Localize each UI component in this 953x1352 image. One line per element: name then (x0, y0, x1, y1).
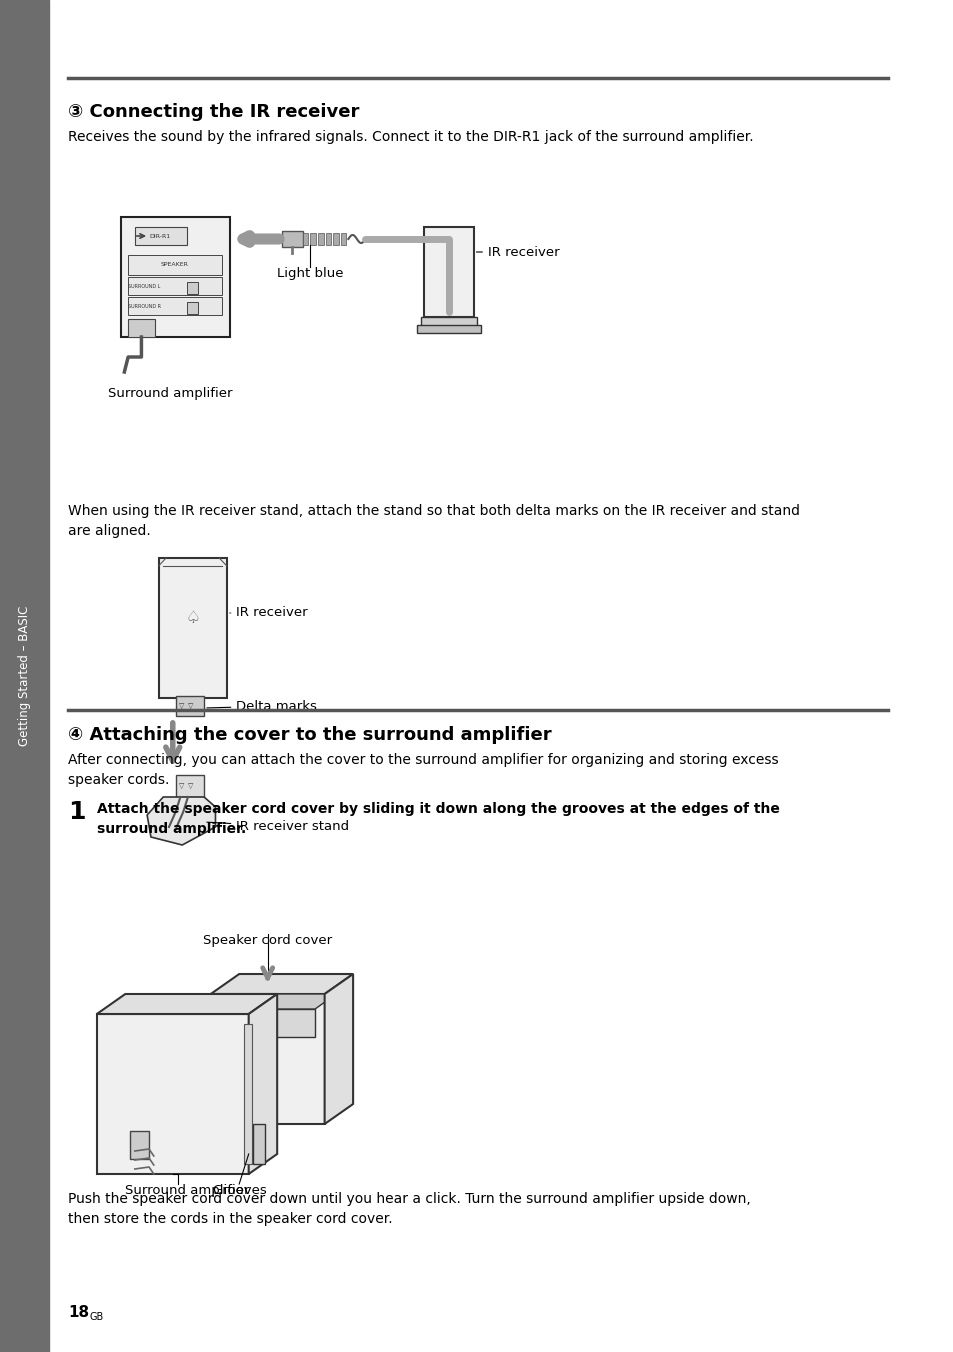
Text: SURROUND R: SURROUND R (128, 303, 161, 308)
Text: GB: GB (90, 1313, 103, 1322)
Bar (211, 994, 324, 1124)
Bar (175, 696, 204, 717)
Text: IR receiver stand: IR receiver stand (207, 821, 349, 833)
Text: Delta marks: Delta marks (207, 699, 317, 713)
Text: After connecting, you can attach the cover to the surround amplifier for organiz: After connecting, you can attach the cov… (69, 753, 779, 787)
Text: When using the IR receiver stand, attach the stand so that both delta marks on t: When using the IR receiver stand, attach… (69, 504, 800, 538)
Text: DIR-R1: DIR-R1 (150, 234, 171, 239)
Text: IR receiver: IR receiver (476, 246, 558, 258)
Bar (96, 1014, 249, 1174)
Text: Push the speaker cord cover down until you hear a click. Turn the surround ampli: Push the speaker cord cover down until y… (69, 1192, 750, 1226)
Bar (253, 1124, 265, 1164)
Text: Receives the sound by the infrared signals. Connect it to the DIR-R1 jack of the: Receives the sound by the infrared signa… (69, 130, 753, 143)
Bar (325, 233, 331, 245)
Bar (175, 775, 204, 796)
Bar (317, 233, 323, 245)
Text: Speaker cord cover: Speaker cord cover (203, 934, 332, 946)
Bar (130, 1132, 149, 1159)
Bar (128, 297, 222, 315)
Text: ▽: ▽ (178, 703, 184, 708)
Bar (333, 233, 338, 245)
Text: ♤: ♤ (185, 608, 200, 627)
Polygon shape (324, 973, 353, 1124)
Polygon shape (147, 796, 215, 845)
Bar (187, 301, 198, 314)
Text: SPEAKER: SPEAKER (160, 262, 189, 268)
Bar (282, 231, 302, 247)
Text: Surround amplifier: Surround amplifier (108, 387, 232, 400)
Bar (340, 233, 346, 245)
Bar (0, 0, 50, 1352)
Text: ▽: ▽ (188, 703, 193, 708)
Text: Surround amplifier: Surround amplifier (125, 1184, 250, 1197)
Bar (128, 256, 222, 274)
Text: ▽: ▽ (188, 783, 193, 790)
Bar (134, 227, 187, 245)
Bar (424, 227, 473, 316)
Polygon shape (249, 994, 277, 1174)
Polygon shape (211, 973, 353, 994)
Text: 18: 18 (69, 1305, 90, 1320)
Text: IR receiver: IR receiver (230, 607, 308, 619)
Bar (220, 1009, 314, 1037)
Text: Getting Started – BASIC: Getting Started – BASIC (18, 606, 31, 746)
Text: Grooves: Grooves (212, 1184, 266, 1197)
Bar (416, 324, 480, 333)
Text: ④ Attaching the cover to the surround amplifier: ④ Attaching the cover to the surround am… (69, 726, 552, 744)
Bar (244, 1023, 252, 1164)
Text: ③ Connecting the IR receiver: ③ Connecting the IR receiver (69, 103, 359, 120)
Text: SURROUND L: SURROUND L (128, 284, 160, 288)
Polygon shape (220, 994, 335, 1009)
Bar (302, 233, 308, 245)
Text: Attach the speaker cord cover by sliding it down along the grooves at the edges : Attach the speaker cord cover by sliding… (96, 802, 779, 836)
Bar (420, 316, 476, 327)
Text: 1: 1 (69, 800, 86, 825)
Polygon shape (96, 994, 277, 1014)
Bar (120, 218, 230, 337)
Text: Light blue: Light blue (277, 266, 343, 280)
Bar (310, 233, 315, 245)
Bar (158, 558, 227, 698)
Bar (187, 283, 198, 293)
Bar (128, 319, 154, 337)
Text: ▽: ▽ (178, 783, 184, 790)
Bar (128, 277, 222, 295)
